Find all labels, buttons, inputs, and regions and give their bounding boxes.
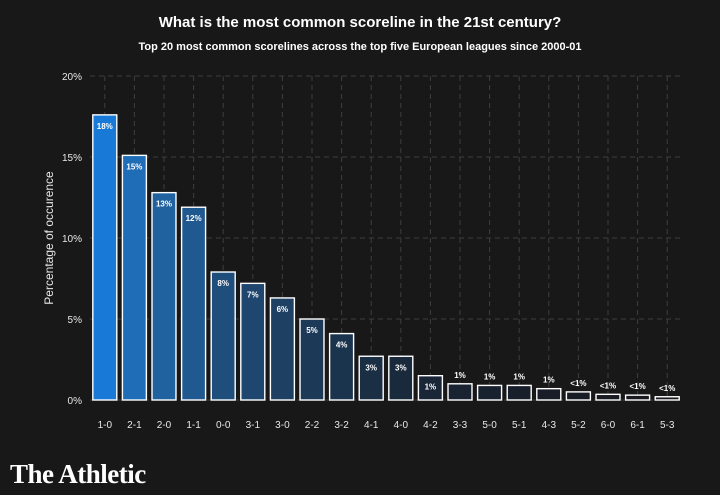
bar-1-1 (180, 206, 207, 401)
data-label-3-2: 4% (336, 341, 348, 350)
bar-4-1 (358, 355, 384, 401)
data-label-0-0: 8% (217, 279, 229, 288)
x-tick-label: 3-2 (334, 420, 349, 431)
bar-5-1 (506, 384, 532, 401)
y-tick-label: 5% (68, 315, 83, 326)
data-label-3-1: 7% (247, 290, 259, 299)
data-label-5-1: 1% (513, 372, 525, 381)
y-tick-label: 20% (62, 72, 82, 83)
bar-0-0 (210, 271, 236, 401)
bar-4-3 (536, 387, 562, 401)
x-tick-label: 6-1 (630, 420, 645, 431)
x-tick-label: 0-0 (216, 420, 231, 431)
x-tick-label: 5-0 (482, 420, 497, 431)
data-label-6-1: <1% (629, 382, 645, 391)
y-tick-label: 0% (68, 396, 83, 407)
bar-5-2 (565, 391, 592, 401)
y-axis-label: Percentage of occurence (42, 171, 56, 305)
bar-3-1 (240, 282, 266, 401)
bar-2-2 (299, 318, 325, 401)
data-label-2-0: 13% (156, 200, 172, 209)
x-tick-label: 3-3 (453, 420, 468, 431)
data-label-3-0: 6% (277, 305, 289, 314)
data-labels: 18% 15% 13% 12% 8% 7% 6% 5% 4% 3% 3% 1% 1% 1% 1% 1% <1% <… (97, 122, 676, 393)
x-tick-label: 5-2 (571, 420, 586, 431)
bar-4-0 (388, 355, 414, 401)
data-label-1-0: 18% (97, 122, 113, 131)
x-tick-label: 5-1 (512, 420, 527, 431)
y-axis-ticks: 0% 5% 10% 15% 20% (62, 72, 82, 407)
x-tick-label: 2-1 (127, 420, 142, 431)
x-tick-label: 5-3 (660, 420, 675, 431)
bar-5-0 (476, 384, 503, 401)
chart-subtitle: Top 20 most common scorelines across the… (138, 41, 581, 53)
x-tick-label: 1-0 (98, 420, 113, 431)
data-label-3-3: 1% (454, 371, 466, 380)
data-label-4-3: 1% (543, 376, 555, 385)
bar-3-3 (447, 383, 473, 401)
data-label-5-0: 1% (484, 372, 496, 381)
bar-5-3 (654, 396, 680, 401)
x-tick-label: 3-1 (246, 420, 261, 431)
data-label-5-2: <1% (570, 379, 586, 388)
x-tick-label: 2-0 (157, 420, 172, 431)
data-label-4-1: 3% (365, 363, 377, 372)
chart-title: What is the most common scoreline in the… (159, 14, 562, 31)
bar-1-0 (92, 114, 118, 401)
y-tick-label: 10% (62, 234, 82, 245)
data-label-2-1: 15% (126, 162, 142, 171)
x-tick-label: 1-1 (186, 420, 201, 431)
brand-logo: The Athletic (10, 459, 146, 489)
bars (92, 114, 680, 401)
x-tick-label: 4-0 (394, 420, 409, 431)
data-label-2-2: 5% (306, 326, 318, 335)
bar-6-1 (624, 394, 651, 401)
bar-2-1 (121, 154, 148, 401)
x-axis-ticks: 1-0 2-1 2-0 1-1 0-0 3-1 3-0 2-2 3-2 4-1 4-0 4-2 3-3 5… (98, 420, 675, 431)
gridlines (90, 75, 682, 401)
bar-3-2 (328, 332, 355, 401)
data-label-5-3: <1% (659, 384, 675, 393)
x-tick-label: 3-0 (275, 420, 290, 431)
x-tick-label: 4-1 (364, 420, 379, 431)
x-tick-label: 6-0 (601, 420, 616, 431)
bar-3-0 (269, 297, 296, 401)
data-label-4-0: 3% (395, 363, 407, 372)
data-label-6-0: <1% (600, 381, 616, 390)
x-tick-label: 4-3 (542, 420, 557, 431)
x-tick-label: 2-2 (305, 420, 320, 431)
data-label-4-2: 1% (425, 383, 437, 392)
bar-6-0 (595, 393, 621, 401)
data-label-1-1: 12% (186, 214, 202, 223)
bar-4-2 (417, 375, 444, 401)
y-tick-label: 15% (62, 153, 82, 164)
x-tick-label: 4-2 (423, 420, 438, 431)
bar-2-0 (151, 191, 177, 401)
